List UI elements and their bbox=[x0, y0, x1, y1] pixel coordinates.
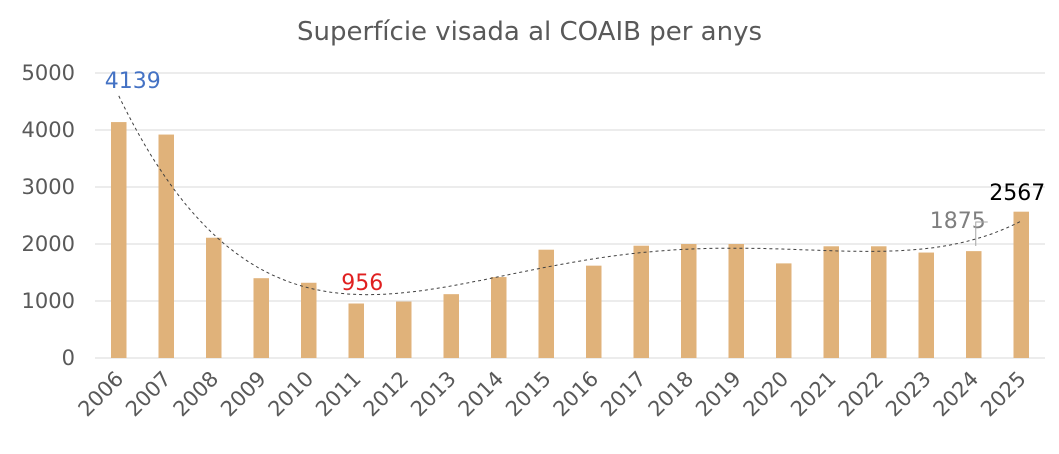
bars bbox=[111, 122, 1029, 359]
x-tick-label: 2009 bbox=[216, 367, 271, 422]
x-tick-label: 2007 bbox=[121, 367, 176, 422]
bar bbox=[443, 294, 459, 358]
bar bbox=[111, 122, 127, 359]
y-tick-label: 4000 bbox=[22, 118, 75, 142]
bar bbox=[823, 246, 839, 358]
bar bbox=[918, 252, 934, 358]
bar bbox=[206, 237, 222, 358]
x-tick-label: 2022 bbox=[834, 367, 889, 422]
data-label: 4139 bbox=[105, 69, 161, 94]
bar bbox=[776, 263, 792, 358]
bar bbox=[538, 249, 554, 358]
bar bbox=[396, 301, 412, 358]
y-axis: 0 1000 2000 3000 4000 5000 bbox=[22, 61, 75, 370]
data-label-leader bbox=[975, 221, 988, 246]
gridlines bbox=[95, 72, 1045, 359]
bar bbox=[491, 277, 507, 358]
x-tick-label: 2021 bbox=[786, 367, 841, 422]
bar bbox=[348, 303, 364, 358]
x-tick-label: 2012 bbox=[359, 367, 414, 422]
x-tick-label: 2016 bbox=[549, 367, 604, 422]
y-tick-label: 1000 bbox=[22, 289, 75, 313]
bar bbox=[633, 245, 649, 358]
x-tick-label: 2014 bbox=[454, 367, 509, 422]
x-tick-label: 2025 bbox=[976, 367, 1031, 422]
x-axis: 2006200720082009201020112012201320142015… bbox=[74, 367, 1031, 422]
bar bbox=[158, 134, 174, 358]
trendline bbox=[118, 95, 1022, 296]
x-tick-label: 2020 bbox=[739, 367, 794, 422]
bar bbox=[253, 278, 269, 358]
bar bbox=[301, 282, 317, 358]
x-tick-label: 2010 bbox=[264, 367, 319, 422]
y-tick-label: 5000 bbox=[22, 61, 75, 85]
x-tick-label: 2017 bbox=[596, 367, 651, 422]
x-tick-label: 2024 bbox=[929, 367, 984, 422]
bar bbox=[728, 244, 744, 358]
x-tick-label: 2023 bbox=[881, 367, 936, 422]
data-label: 2567 bbox=[989, 181, 1045, 206]
bar bbox=[966, 251, 982, 358]
x-tick-label: 2011 bbox=[311, 367, 366, 422]
bar bbox=[586, 265, 602, 358]
bar bbox=[871, 246, 887, 358]
x-tick-label: 2006 bbox=[74, 367, 129, 422]
x-tick-label: 2019 bbox=[691, 367, 746, 422]
y-tick-label: 0 bbox=[62, 346, 75, 370]
x-tick-label: 2013 bbox=[406, 367, 461, 422]
bar bbox=[1013, 211, 1029, 358]
y-tick-label: 2000 bbox=[22, 232, 75, 256]
chart-title: Superfície visada al COAIB per anys bbox=[297, 17, 762, 47]
y-tick-label: 3000 bbox=[22, 175, 75, 199]
data-label: 956 bbox=[341, 271, 383, 296]
x-tick-label: 2008 bbox=[169, 367, 224, 422]
x-tick-label: 2015 bbox=[501, 367, 556, 422]
x-tick-label: 2018 bbox=[644, 367, 699, 422]
bar bbox=[681, 244, 697, 358]
